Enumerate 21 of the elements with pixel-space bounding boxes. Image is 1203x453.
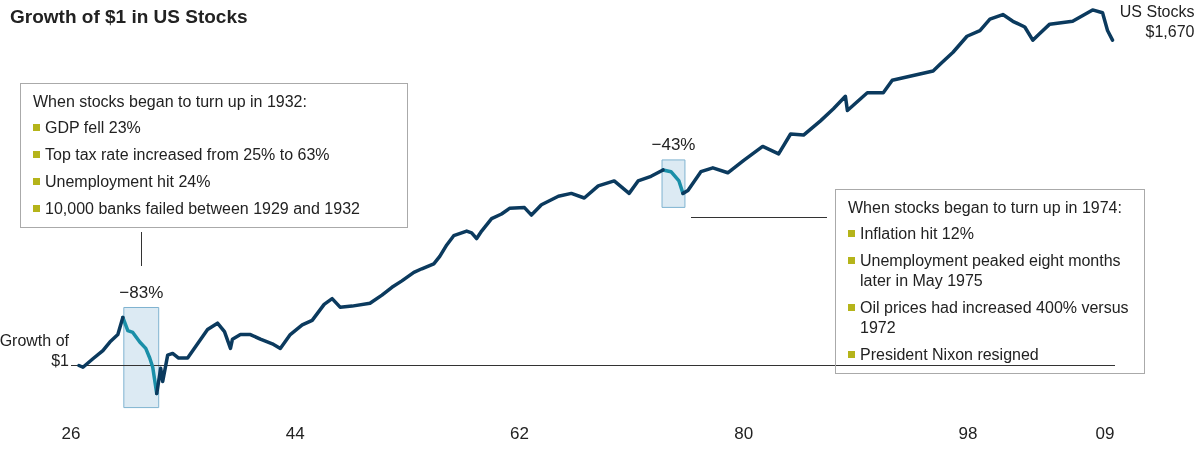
x-tick-label: 62 — [510, 424, 529, 444]
x-tick-label: 44 — [285, 424, 305, 444]
annotation: Inflation hit 12% — [859, 224, 975, 244]
annotation: US Stocks $1,670 — [1118, 2, 1195, 43]
annotation: Growth of $1 — [0, 331, 69, 372]
annotation: GDP fell 23% — [44, 118, 142, 138]
annotation: Unemployment hit 24% — [44, 172, 212, 192]
annotation: Oil prices had increased 400% versus 1972 — [859, 298, 1130, 338]
band-label: −83% — [119, 282, 164, 302]
chart-title: Growth of $1 in US Stocks — [10, 6, 248, 28]
annotation: Top tax rate increased from 25% to 63% — [44, 145, 331, 165]
band-label: −43% — [651, 135, 696, 155]
annotation: Unemployment peaked eight months later in May 1975 — [859, 251, 1122, 291]
annotation: 10,000 banks failed between 1929 and 1932 — [44, 199, 361, 219]
x-tick-label: 26 — [61, 424, 81, 444]
annotation: When stocks began to turn up in 1974: — [848, 198, 1123, 218]
annotation: President Nixon resigned — [859, 345, 1040, 365]
annotation: When stocks began to turn up in 1932: — [33, 92, 308, 112]
x-tick-label: 98 — [958, 424, 978, 444]
x-tick-label: 09 — [1095, 424, 1115, 444]
x-tick-label: 80 — [734, 424, 754, 444]
